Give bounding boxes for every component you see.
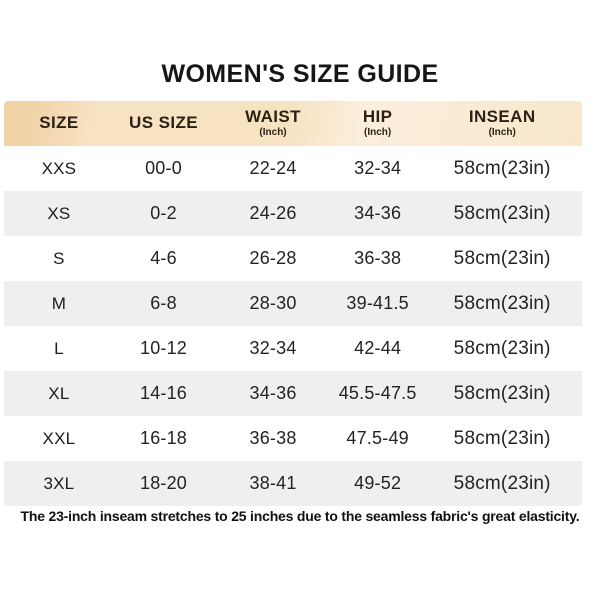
footnote: The 23-inch inseam stretches to 25 inche… — [20, 508, 580, 524]
value-cell: 32-34 — [249, 338, 297, 358]
column-header-waist: WAIST (Inch) — [213, 101, 333, 146]
value-cell: 38-41 — [249, 473, 297, 493]
column-header-unit: (Inch) — [259, 126, 287, 138]
value-cell: 10-12 — [139, 338, 188, 358]
value-cell: 14-16 — [139, 383, 188, 403]
column-header-us-size: US SIZE — [114, 101, 213, 146]
size-cell: L — [54, 338, 64, 358]
table-row: L 10-12 32-34 42-44 58cm(23in) — [4, 326, 582, 371]
column-header-label: INSEAN — [468, 107, 536, 127]
column-header-hip: HIP (Inch) — [333, 101, 423, 146]
value-cell: 00-0 — [145, 158, 182, 178]
value-cell: 4-6 — [150, 248, 177, 268]
column-header-label: US SIZE — [129, 113, 198, 133]
size-cell: XL — [48, 383, 70, 403]
value-cell: 58cm(23in) — [453, 202, 551, 224]
size-cell: S — [53, 248, 65, 268]
table-row: XXL 16-18 36-38 47.5-49 58cm(23in) — [4, 416, 582, 461]
size-table: SIZE US SIZE WAIST (Inch) HIP (Inch) INS… — [4, 101, 582, 506]
table-body: XXS 00-0 22-24 32-34 58cm(23in) XS 0-2 24-26 34-… — [4, 146, 582, 506]
table-row: XXS 00-0 22-24 32-34 58cm(23in) — [4, 146, 582, 191]
value-cell: 18-20 — [139, 473, 188, 493]
column-header-label: WAIST — [245, 107, 301, 127]
size-cell: XXS — [41, 158, 77, 178]
table-row: 3XL 18-20 38-41 49-52 58cm(23in) — [4, 461, 582, 506]
value-cell: 32-34 — [354, 158, 402, 178]
value-cell: 6-8 — [150, 293, 177, 313]
value-cell: 0-2 — [150, 203, 177, 223]
value-cell: 22-24 — [249, 158, 297, 178]
value-cell: 58cm(23in) — [453, 337, 551, 359]
size-cell: XS — [47, 203, 71, 223]
column-header-unit: (Inch) — [364, 126, 392, 138]
column-header-label: HIP — [362, 107, 393, 127]
value-cell: 58cm(23in) — [453, 472, 551, 494]
value-cell: 36-38 — [354, 248, 402, 268]
value-cell: 34-36 — [249, 383, 297, 403]
value-cell: 24-26 — [249, 203, 297, 223]
size-cell: XXL — [42, 428, 76, 448]
table-header-row: SIZE US SIZE WAIST (Inch) HIP (Inch) INS… — [4, 101, 582, 146]
column-header-size: SIZE — [4, 101, 114, 146]
value-cell: 45.5-47.5 — [338, 383, 417, 403]
size-cell: M — [51, 293, 67, 313]
value-cell: 36-38 — [249, 428, 297, 448]
value-cell: 26-28 — [249, 248, 297, 268]
value-cell: 28-30 — [249, 293, 297, 313]
value-cell: 58cm(23in) — [453, 247, 551, 269]
size-cell: 3XL — [43, 473, 75, 493]
column-header-inseam: INSEAN (Inch) — [422, 101, 582, 146]
table-row: XL 14-16 34-36 45.5-47.5 58cm(23in) — [4, 371, 582, 416]
table-row: S 4-6 26-28 36-38 58cm(23in) — [4, 236, 582, 281]
page-title: WOMEN'S SIZE GUIDE — [161, 60, 439, 88]
column-header-unit: (Inch) — [488, 126, 516, 138]
value-cell: 42-44 — [354, 338, 402, 358]
value-cell: 58cm(23in) — [453, 292, 551, 314]
value-cell: 47.5-49 — [346, 428, 409, 448]
value-cell: 16-18 — [139, 428, 188, 448]
value-cell: 58cm(23in) — [453, 382, 551, 404]
value-cell: 39-41.5 — [346, 293, 409, 313]
column-header-label: SIZE — [39, 113, 79, 133]
value-cell: 58cm(23in) — [453, 427, 551, 449]
table-row: XS 0-2 24-26 34-36 58cm(23in) — [4, 191, 582, 236]
value-cell: 34-36 — [354, 203, 402, 223]
table-row: M 6-8 28-30 39-41.5 58cm(23in) — [4, 281, 582, 326]
value-cell: 58cm(23in) — [453, 157, 551, 179]
value-cell: 49-52 — [354, 473, 402, 493]
